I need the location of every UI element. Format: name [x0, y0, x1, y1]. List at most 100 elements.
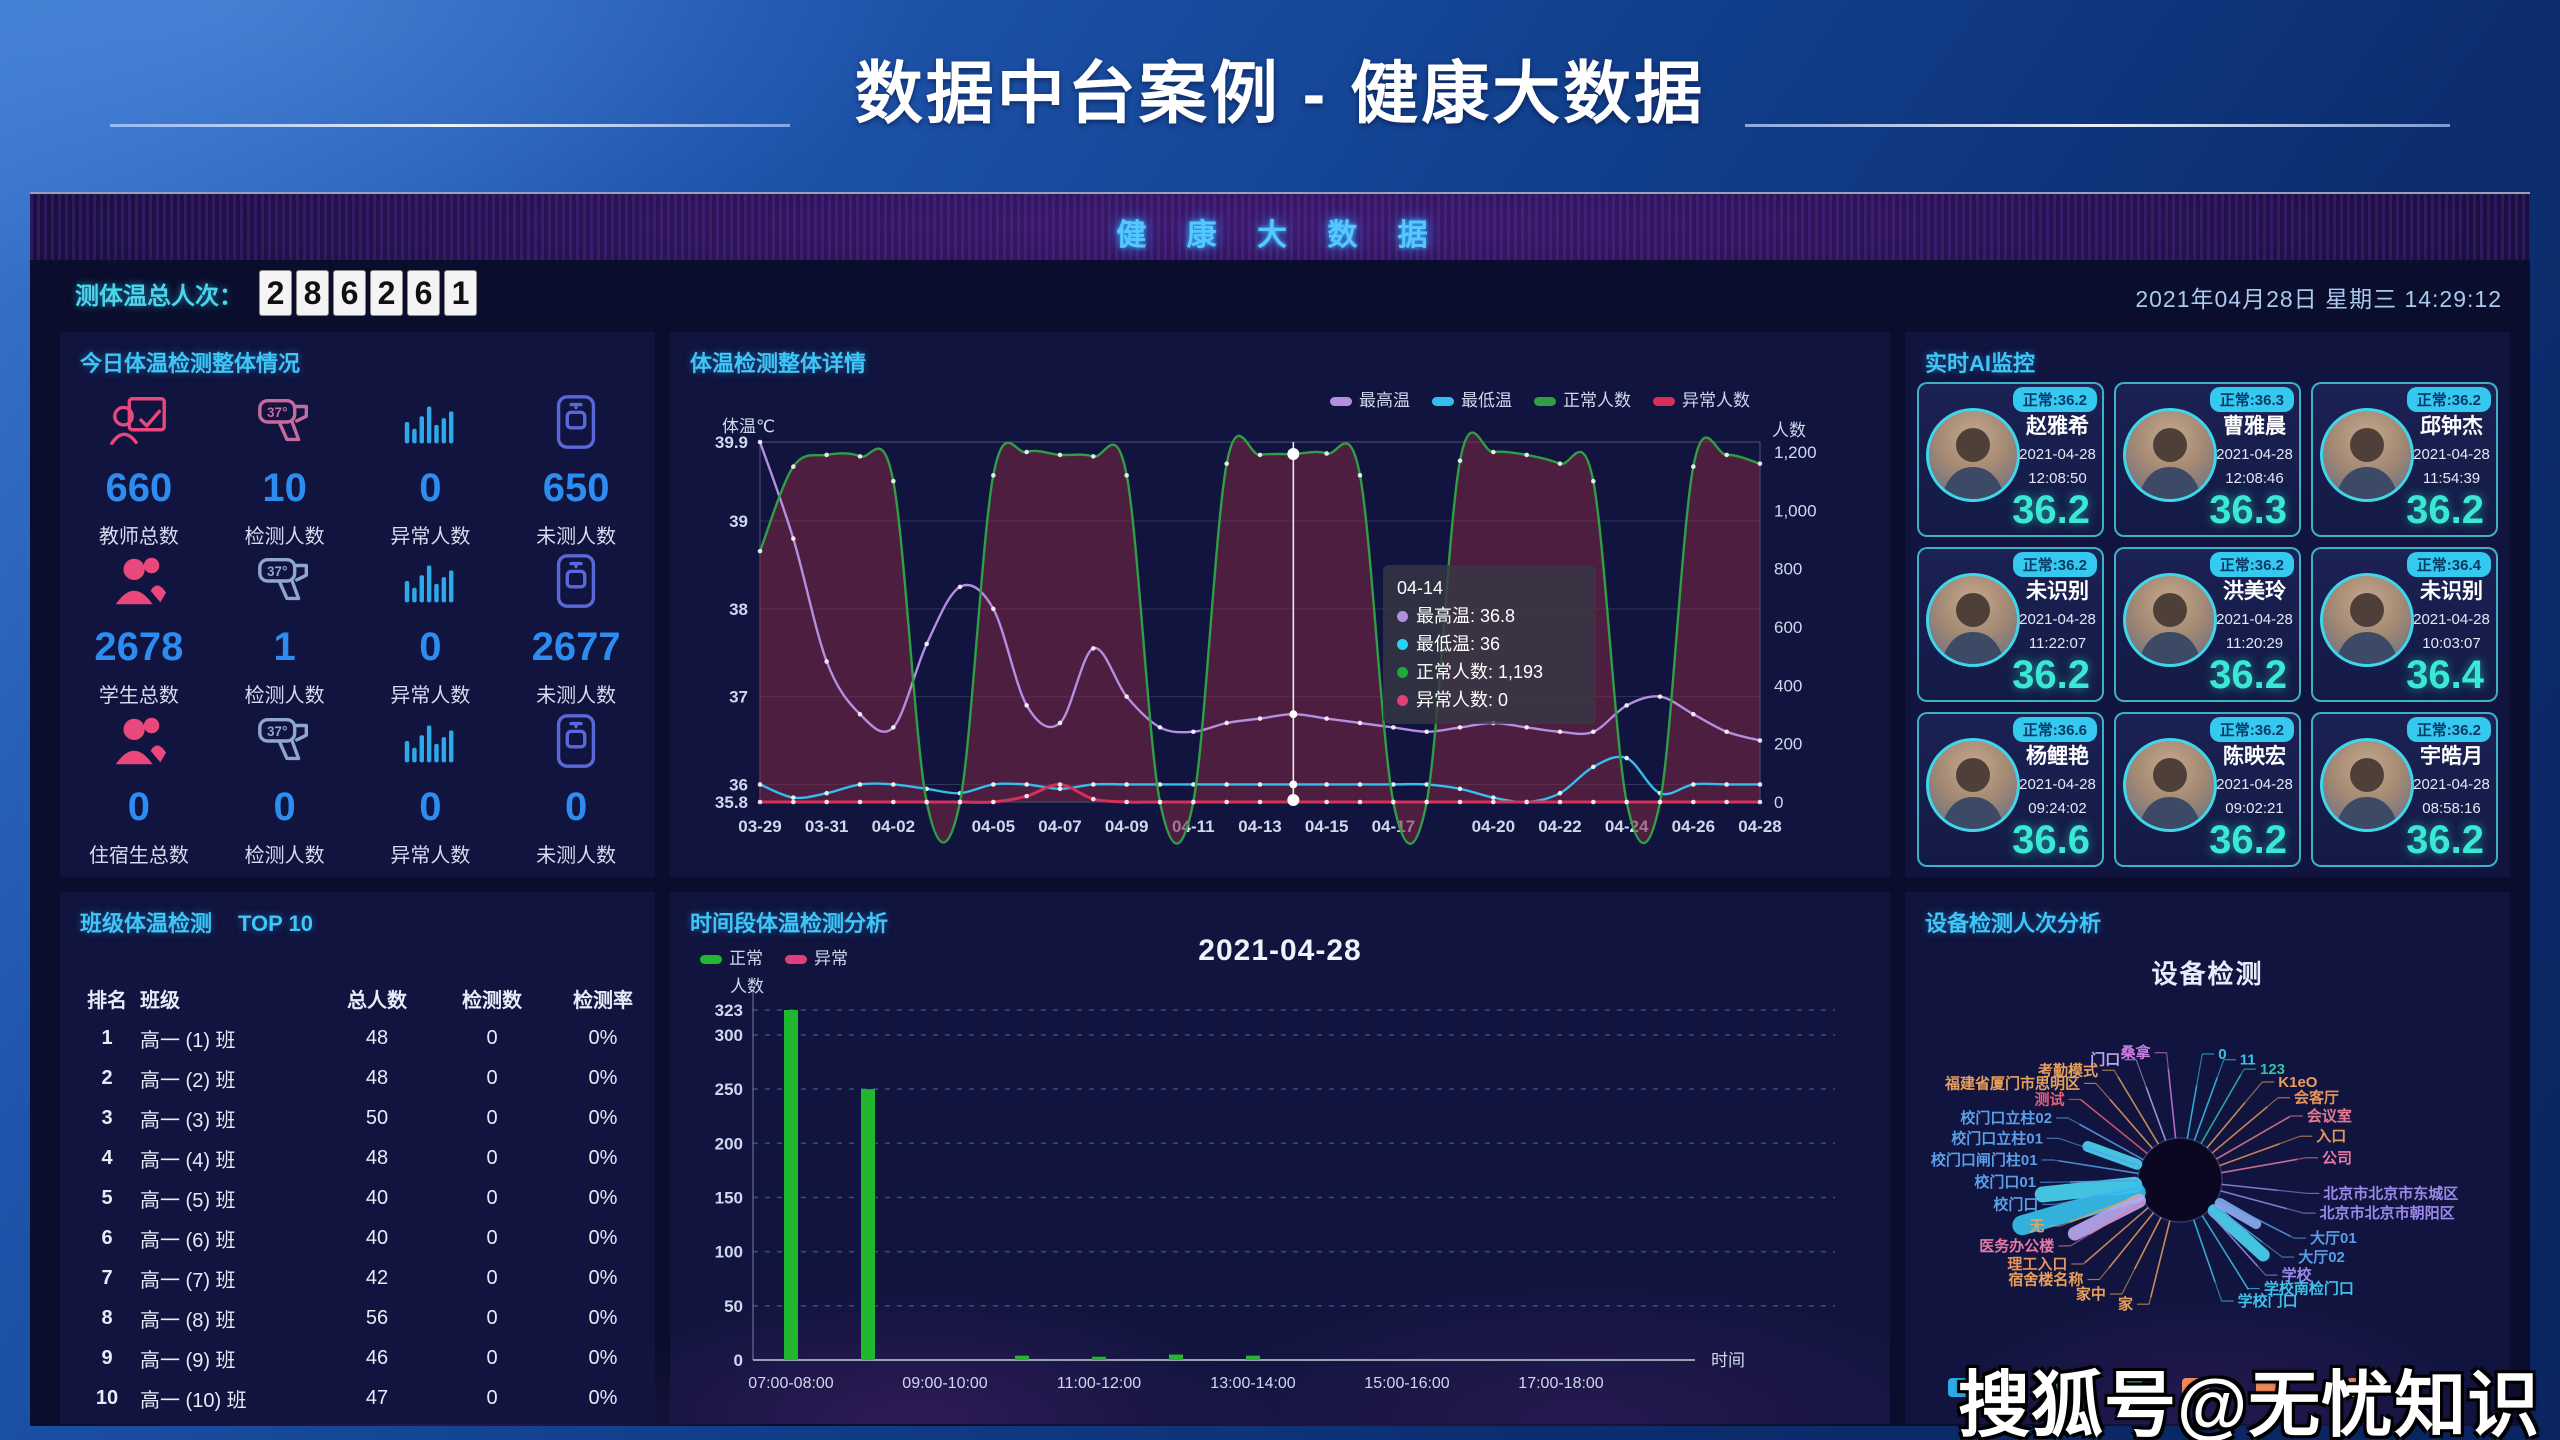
bar-chart-icon [405, 725, 454, 763]
svg-text:学校: 学校 [2282, 1266, 2313, 1284]
svg-text:家中: 家中 [2076, 1285, 2106, 1303]
legend-item[interactable]: 正常人数 [1534, 386, 1631, 411]
svg-text:04-13: 04-13 [1238, 817, 1281, 836]
avatar [2123, 738, 2217, 832]
table-row[interactable]: 9 高一 (9) 班 46 0 0% [74, 1338, 641, 1378]
person-silhouette-icon [1941, 593, 2005, 664]
device-legend-swatch[interactable] [2256, 1378, 2283, 1397]
table-row[interactable]: 5 高一 (5) 班 40 0 0% [74, 1178, 641, 1218]
svg-text:福建省厦门市思明区: 福建省厦门市思明区 [1944, 1074, 2080, 1092]
table-header-cell: 排名 [87, 989, 127, 1012]
table-cell: 3 [101, 1106, 113, 1129]
temperature-value: 36.2 [2406, 488, 2484, 532]
right-axis-title: 人数 [1772, 421, 1806, 440]
table-row[interactable]: 4 高一 (4) 班 48 0 0% [74, 1138, 641, 1178]
left-axis-title: 体温℃ [722, 417, 776, 436]
table-cell: 56 [365, 1306, 389, 1329]
ai-monitor-card[interactable]: 正常:36.4 未识别 2021-04-28 10:03:07 36.4 [2311, 547, 2498, 702]
table-row[interactable]: 7 高一 (7) 班 42 0 0% [74, 1258, 641, 1298]
stat-cell: 0 异常人数 [358, 550, 504, 710]
stat-cell: 37° 0 检测人数 [212, 709, 358, 869]
ai-monitor-card[interactable]: 正常:36.2 未识别 2021-04-28 11:22:07 36.2 [1917, 547, 2104, 702]
detect-time: 11:20:29 [2225, 635, 2284, 652]
panel-title-class-table: 班级体温检测 TOP 10 [80, 906, 313, 938]
device-legend-swatch[interactable] [1993, 1378, 2020, 1397]
person-name: 曹雅晨 [2223, 415, 2286, 438]
ai-monitor-card[interactable]: 正常:36.2 洪美玲 2021-04-28 11:20:29 36.2 [2114, 547, 2301, 702]
svg-text:0: 0 [1774, 793, 1783, 812]
stat-value: 0 [565, 785, 588, 830]
legend-item[interactable]: 异常人数 [1653, 386, 1750, 411]
avatar [1926, 408, 2020, 502]
table-row[interactable]: 10 高一 (10) 班 47 0 0% [74, 1378, 641, 1418]
device-legend-swatch[interactable] [2182, 1378, 2209, 1397]
table-row[interactable]: 6 高一 (6) 班 40 0 0% [74, 1218, 641, 1258]
device-legend-swatch[interactable] [2050, 1378, 2077, 1397]
line-chart-legend: 最高温 最低温 正常人数 异常人数 [1330, 386, 1750, 411]
table-cell: 6 [101, 1226, 113, 1249]
device-legend-swatch[interactable] [2347, 1378, 2374, 1397]
ai-monitor-card[interactable]: 正常:36.2 赵雅希 2021-04-28 12:08:50 36.2 [1917, 382, 2104, 537]
legend-item[interactable]: 正常 [700, 944, 763, 969]
table-cell: 0% [588, 1066, 618, 1089]
ai-monitor-card[interactable]: 正常:36.6 杨鲤艳 2021-04-28 09:24:02 36.6 [1917, 712, 2104, 867]
stat-label: 异常人数 [390, 685, 471, 708]
table-cell: 0 [486, 1146, 498, 1169]
ai-monitor-card[interactable]: 正常:36.2 宇皓月 2021-04-28 08:58:16 36.2 [2311, 712, 2498, 867]
svg-text:200: 200 [1774, 735, 1802, 754]
legend-item[interactable]: 最高温 [1330, 386, 1410, 411]
svg-text:无: 无 [2028, 1218, 2044, 1235]
temperature-value: 36.2 [2012, 653, 2090, 697]
detect-time: 10:03:07 [2422, 635, 2481, 652]
legend-item[interactable]: 异常 [785, 944, 848, 969]
table-row[interactable]: 2 高一 (2) 班 48 0 0% [74, 1058, 641, 1098]
device-radial-graph[interactable]: 0 11123K1eO会客厅会议室入口公司北京市北京市东城区北京市北京市朝阳区大厅… [1905, 952, 2510, 1440]
ai-monitor-card[interactable]: 正常:36.3 曹雅晨 2021-04-28 12:08:46 36.3 [2114, 382, 2301, 537]
table-cell: 高一 (2) 班 [140, 1069, 236, 1092]
ai-monitor-card[interactable]: 正常:36.2 邱钟杰 2021-04-28 11:54:39 36.2 [2311, 382, 2498, 537]
device-icon [556, 554, 596, 609]
device-legend-swatch[interactable] [1948, 1378, 1975, 1397]
svg-text:39: 39 [729, 512, 748, 531]
svg-text:0: 0 [734, 1351, 743, 1370]
stat-cell: 37° 10 检测人数 [212, 390, 358, 550]
svg-text:大厅02: 大厅02 [2298, 1248, 2345, 1266]
bar-chart-legend: 正常 异常 [700, 944, 848, 969]
dashboard-header-band: 健 康 大 数 据 [30, 194, 2530, 260]
table-row[interactable]: 8 高一 (8) 班 56 0 0% [74, 1298, 641, 1338]
stat-label: 学生总数 [98, 685, 179, 708]
legend-marker [1534, 397, 1556, 407]
svg-text:考勤模式: 考勤模式 [2038, 1061, 2098, 1079]
svg-text:0: 0 [2218, 1046, 2226, 1063]
svg-text:04-07: 04-07 [1038, 817, 1081, 836]
table-cell: 高一 (6) 班 [140, 1229, 236, 1252]
table-cell: 高一 (7) 班 [140, 1269, 236, 1292]
ai-monitor-card[interactable]: 正常:36.2 陈映宏 2021-04-28 09:02:21 36.2 [2114, 712, 2301, 867]
svg-text:会客厅: 会客厅 [2294, 1089, 2339, 1107]
status-badge: 正常:36.2 [2209, 717, 2294, 742]
svg-text:公司: 公司 [2322, 1150, 2352, 1167]
table-cell: 0 [486, 1106, 498, 1129]
stats-grid: 660 教师总数 37° 10 检测人数 0 异常人数 650 未测人数 267… [66, 390, 649, 869]
person-name: 宇皓月 [2420, 745, 2483, 768]
table-row[interactable]: 1 高一 (1) 班 48 0 0% [74, 1018, 641, 1058]
svg-text:校门口立柱01: 校门口立柱01 [1951, 1129, 2043, 1147]
legend-item[interactable]: 最低温 [1432, 386, 1512, 411]
svg-text:桑拿: 桑拿 [2121, 1044, 2152, 1062]
bar-chart-icon [405, 565, 454, 603]
temperature-value: 36.4 [2406, 653, 2484, 697]
svg-text:300: 300 [715, 1026, 743, 1045]
panel-title-overview: 今日体温检测整体情况 [80, 351, 301, 376]
stat-value: 0 [273, 785, 296, 830]
person-silhouette-icon [2138, 593, 2202, 664]
stat-label: 教师总数 [98, 525, 179, 548]
counter-digit: 2 [370, 270, 403, 316]
svg-text:学校门口: 学校门口 [2238, 1292, 2298, 1310]
person-name: 未识别 [2026, 580, 2089, 603]
device-legend-swatch[interactable] [2115, 1378, 2142, 1397]
svg-text:校门口: 校门口 [1993, 1195, 2038, 1213]
table-row[interactable]: 3 高一 (3) 班 50 0 0% [74, 1098, 641, 1138]
stat-cell: 37° 1 检测人数 [212, 550, 358, 710]
